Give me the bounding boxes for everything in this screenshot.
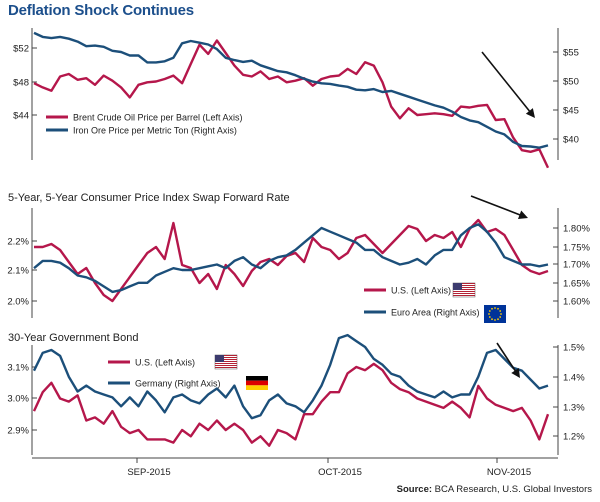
us-flag-stripe bbox=[215, 357, 237, 358]
us-flag-stripe bbox=[453, 291, 475, 292]
us-flag-stripe bbox=[453, 285, 475, 286]
series-line-left bbox=[32, 362, 550, 447]
us-flag-stripe bbox=[215, 361, 237, 362]
right-tick-label: $45 bbox=[563, 106, 579, 117]
eu-flag-star bbox=[497, 307, 499, 310]
series-line-right bbox=[33, 223, 549, 294]
us-flag-stripe bbox=[215, 365, 237, 366]
panel-title: 30-Year Government Bond bbox=[8, 332, 138, 344]
x-tick-label: OCT-2015 bbox=[318, 467, 362, 478]
left-tick-label: 2.2% bbox=[7, 237, 29, 248]
x-tick-label: SEP-2015 bbox=[127, 467, 170, 478]
left-tick-label: $52 bbox=[13, 44, 29, 55]
series-line-right bbox=[33, 31, 549, 149]
trend-arrow bbox=[496, 342, 517, 373]
us-flag-stripe bbox=[453, 289, 475, 290]
us-flag-stripe bbox=[215, 359, 237, 360]
eu-flag-star bbox=[488, 316, 491, 318]
eu-flag-star bbox=[497, 318, 499, 321]
left-tick-label: $48 bbox=[13, 78, 29, 89]
trend-arrow bbox=[470, 195, 525, 218]
left-tick-label: 3.1% bbox=[7, 363, 29, 374]
eu-flag-star bbox=[494, 319, 496, 321]
panel-cpi-swap: 5-Year, 5-Year Consumer Price Index Swap… bbox=[7, 192, 590, 323]
us-flag-canton bbox=[453, 283, 462, 290]
left-tick-label: $44 bbox=[13, 111, 29, 122]
chart-title: Deflation Shock Continues bbox=[8, 2, 194, 19]
series-line-right bbox=[32, 333, 549, 420]
source-note: Source: BCA Research, U.S. Global Invest… bbox=[397, 484, 592, 495]
x-tick-label: NOV-2015 bbox=[487, 467, 531, 478]
legend-label: U.S. (Left Axis) bbox=[135, 358, 195, 368]
legend-label: Brent Crude Oil Price per Barrel (Left A… bbox=[73, 113, 243, 123]
eu-flag-star bbox=[491, 318, 493, 321]
left-tick-label: 2.0% bbox=[7, 297, 29, 308]
eu-flag-star bbox=[488, 313, 490, 315]
series-line-left bbox=[33, 39, 550, 169]
us-flag-stripe bbox=[453, 293, 475, 294]
right-tick-label: 1.3% bbox=[563, 403, 585, 414]
eu-flag-star bbox=[494, 307, 496, 309]
eu-flag-star bbox=[500, 313, 502, 315]
us-flag-stripe bbox=[453, 295, 475, 296]
left-tick-label: 2.9% bbox=[7, 426, 29, 437]
panel-title: 5-Year, 5-Year Consumer Price Index Swap… bbox=[8, 192, 290, 204]
us-flag-stripe bbox=[215, 363, 237, 364]
us-flag-stripe bbox=[215, 355, 237, 356]
trend-arrowhead bbox=[517, 210, 528, 219]
us-flag-canton bbox=[215, 355, 224, 362]
trend-arrowhead bbox=[525, 108, 535, 118]
germany-flag-stripe bbox=[246, 380, 268, 386]
eu-flag-star bbox=[491, 307, 493, 310]
panel-oil-iron: $44 $48 $52 $40 $45 $50 $55 Brent Crude Oil Pri… bbox=[13, 28, 579, 169]
source-text: BCA Research, U.S. Global Investors bbox=[434, 484, 592, 495]
legend-label: Iron Ore Price per Metric Ton (Right Axi… bbox=[73, 126, 237, 136]
eu-flag-star bbox=[499, 316, 502, 318]
right-tick-label: 1.60% bbox=[563, 297, 590, 308]
eu-flag-star bbox=[488, 310, 491, 312]
right-tick-label: $50 bbox=[563, 77, 579, 88]
us-flag-stripe bbox=[215, 367, 237, 368]
us-flag-stripe bbox=[453, 287, 475, 288]
legend-label: U.S. (Left Axis) bbox=[391, 286, 451, 296]
right-tick-label: $40 bbox=[563, 135, 579, 146]
right-tick-label: 1.4% bbox=[563, 373, 585, 384]
trend-arrowhead bbox=[511, 368, 520, 378]
legend-label: Germany (Right Axis) bbox=[135, 379, 221, 389]
right-tick-label: 1.65% bbox=[563, 279, 590, 290]
source-label: Source: bbox=[396, 484, 433, 495]
right-tick-label: 1.75% bbox=[563, 243, 590, 254]
eu-flag-star bbox=[499, 310, 502, 312]
eu-flag-icon bbox=[484, 305, 506, 323]
right-tick-label: 1.2% bbox=[563, 432, 585, 443]
trend-arrow bbox=[481, 51, 532, 114]
us-flag-stripe bbox=[453, 283, 475, 284]
right-tick-label: $55 bbox=[563, 48, 579, 59]
germany-flag-icon bbox=[246, 376, 268, 381]
germany-flag-stripe bbox=[246, 385, 268, 390]
right-tick-label: 1.5% bbox=[563, 343, 585, 354]
legend-label: Euro Area (Right Axis) bbox=[391, 308, 480, 318]
left-tick-label: 3.0% bbox=[7, 394, 29, 405]
date-axis: SEP-2015 OCT-2015 NOV-2015 bbox=[32, 457, 558, 478]
left-tick-label: 2.1% bbox=[7, 266, 29, 277]
panel-bond: 30-Year Government Bond 2.9% 3.0% 3.1% 1.2% 1… bbox=[7, 332, 585, 455]
right-tick-label: 1.80% bbox=[563, 224, 590, 235]
right-tick-label: 1.70% bbox=[563, 260, 590, 271]
